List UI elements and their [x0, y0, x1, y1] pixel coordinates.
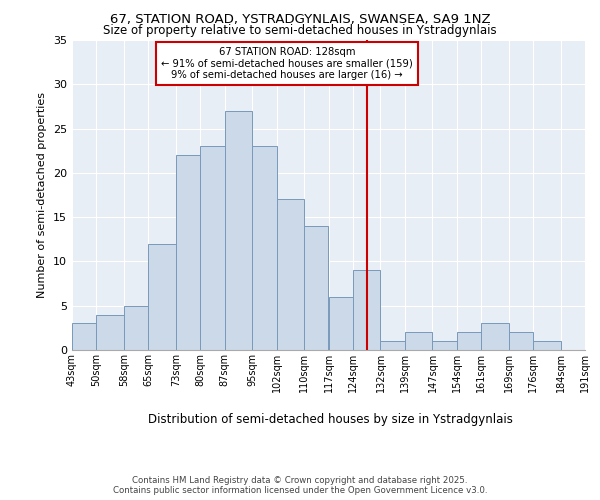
Bar	[304, 226, 329, 350]
Text: Size of property relative to semi-detached houses in Ystradgynlais: Size of property relative to semi-detach…	[103, 24, 497, 37]
Bar	[457, 332, 481, 350]
Bar	[380, 341, 405, 350]
Bar	[124, 306, 148, 350]
Bar	[329, 297, 353, 350]
Bar	[353, 270, 380, 350]
Text: Distribution of semi-detached houses by size in Ystradgynlais: Distribution of semi-detached houses by …	[148, 412, 512, 426]
Bar	[533, 341, 561, 350]
Bar	[96, 314, 124, 350]
Bar	[433, 341, 457, 350]
Bar	[200, 146, 224, 350]
Bar	[148, 244, 176, 350]
Bar	[72, 324, 96, 350]
Text: 67, STATION ROAD, YSTRADGYNLAIS, SWANSEA, SA9 1NZ: 67, STATION ROAD, YSTRADGYNLAIS, SWANSEA…	[110, 12, 490, 26]
Bar	[509, 332, 533, 350]
Bar	[176, 155, 200, 350]
Bar	[405, 332, 433, 350]
Bar	[252, 146, 277, 350]
Text: Contains HM Land Registry data © Crown copyright and database right 2025.
Contai: Contains HM Land Registry data © Crown c…	[113, 476, 487, 495]
Text: 67 STATION ROAD: 128sqm
← 91% of semi-detached houses are smaller (159)
9% of se: 67 STATION ROAD: 128sqm ← 91% of semi-de…	[161, 47, 413, 80]
Bar	[481, 324, 509, 350]
Bar	[224, 111, 252, 350]
Y-axis label: Number of semi-detached properties: Number of semi-detached properties	[37, 92, 47, 298]
Bar	[277, 200, 304, 350]
